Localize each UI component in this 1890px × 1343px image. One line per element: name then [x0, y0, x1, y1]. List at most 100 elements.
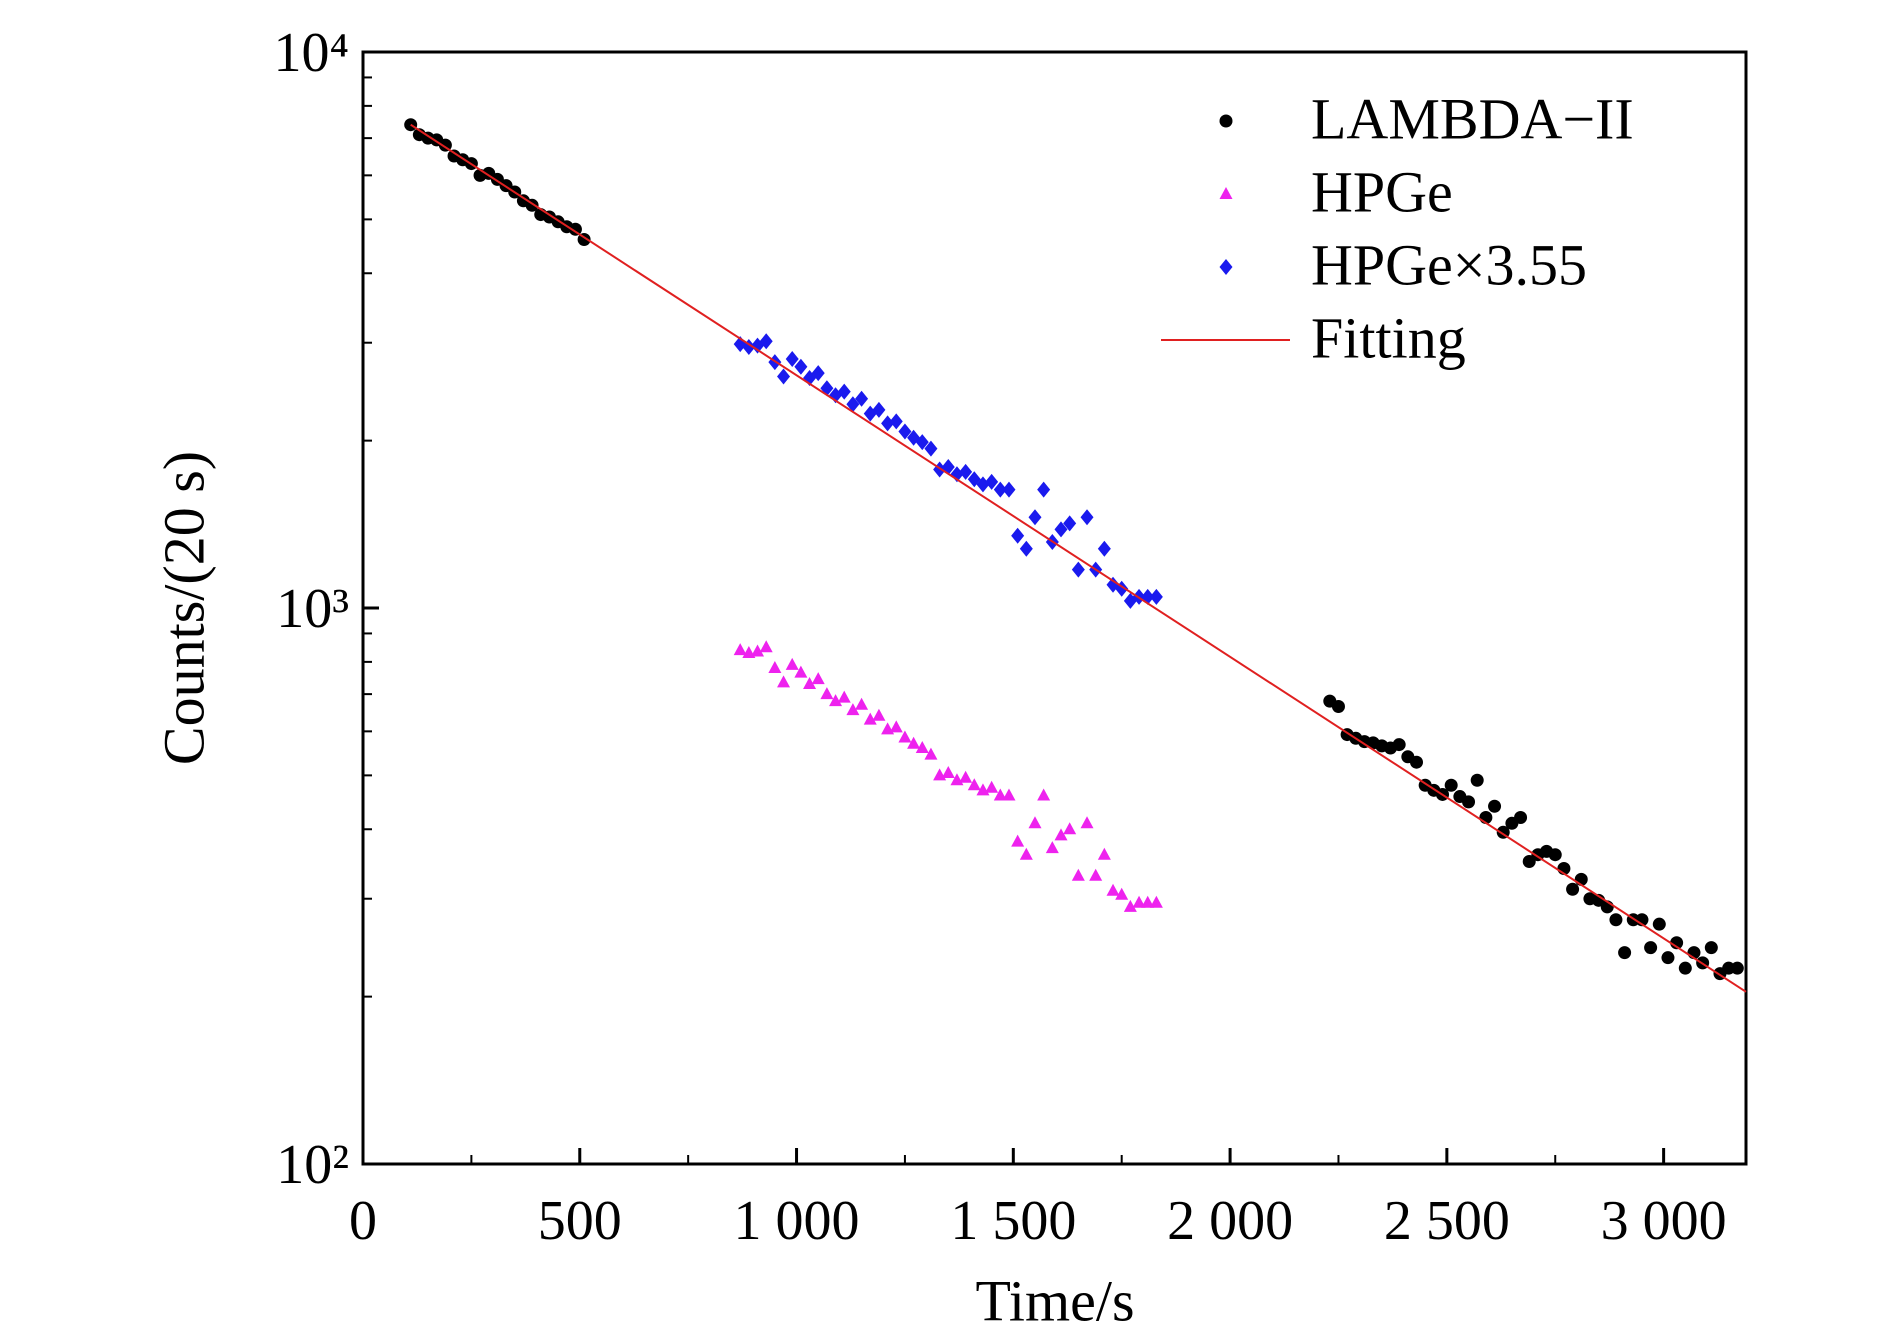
data-point [759, 333, 773, 350]
data-point [1071, 561, 1085, 578]
data-point [1037, 481, 1051, 498]
y-tick-label: 10⁴ [273, 22, 349, 84]
data-point [1011, 834, 1025, 847]
data-point [777, 368, 791, 385]
data-point [907, 736, 921, 749]
data-point [1080, 509, 1094, 526]
data-point [1115, 887, 1129, 900]
data-point [1618, 946, 1632, 960]
legend-label: Fitting [1311, 305, 1466, 370]
x-tick-label: 2 500 [1384, 1190, 1510, 1252]
x-tick-label: 1 500 [950, 1190, 1076, 1252]
data-point [794, 665, 808, 678]
data-point [1063, 515, 1077, 532]
data-point [1149, 588, 1163, 605]
data-point [829, 694, 843, 707]
data-point [959, 770, 973, 783]
data-point [1106, 883, 1120, 896]
data-point [1028, 509, 1042, 526]
x-tick-label: 2 000 [1167, 1190, 1293, 1252]
x-axis-title: Time/s [975, 1268, 1134, 1333]
legend-label: LAMBDA−II [1311, 86, 1634, 151]
data-point [1063, 822, 1077, 835]
data-point [1566, 882, 1580, 896]
data-point [811, 672, 825, 685]
data-point [1609, 913, 1623, 927]
data-point [568, 222, 582, 236]
data-point [993, 788, 1007, 801]
legend-marker [1219, 259, 1233, 275]
data-point [1410, 755, 1424, 769]
data-point [915, 741, 929, 754]
data-point [898, 730, 912, 743]
data-point [1097, 540, 1111, 557]
data-point [803, 676, 817, 689]
data-point [1054, 521, 1068, 538]
data-point [863, 712, 877, 725]
data-point [1661, 951, 1675, 965]
y-tick-label: 10² [276, 1134, 349, 1196]
y-tick-label: 10³ [276, 578, 349, 640]
data-point [1488, 799, 1502, 813]
data-point [837, 690, 851, 703]
data-point [1037, 788, 1051, 801]
legend-marker [1219, 114, 1233, 128]
x-tick-label: 500 [538, 1190, 622, 1252]
data-point [1141, 895, 1155, 908]
data-point [1089, 868, 1103, 881]
data-point [889, 720, 903, 733]
data-point [967, 778, 981, 791]
data-point [872, 708, 886, 721]
data-point [1548, 848, 1562, 862]
data-point [855, 697, 869, 710]
data-point [881, 415, 895, 432]
legend-label: HPGe [1311, 159, 1453, 224]
data-point [985, 473, 999, 490]
data-point [1678, 961, 1692, 975]
data-point [733, 643, 747, 656]
data-point [1045, 841, 1059, 854]
data-point [1011, 527, 1025, 544]
data-point [1002, 481, 1016, 498]
data-point [1123, 899, 1137, 912]
legend-label: HPGe×3.55 [1311, 232, 1587, 297]
data-point [1444, 778, 1458, 792]
data-point [777, 675, 791, 688]
data-point [1028, 816, 1042, 829]
data-point [1097, 847, 1111, 860]
data-point [1132, 895, 1146, 908]
data-point [404, 118, 418, 132]
data-point [1019, 540, 1033, 557]
data-point [785, 657, 799, 670]
data-point [794, 358, 808, 375]
data-point [811, 365, 825, 382]
data-point [846, 396, 860, 413]
data-point [985, 780, 999, 793]
data-point [1071, 868, 1085, 881]
legend-marker [1219, 187, 1233, 199]
fit-line [410, 123, 1747, 993]
data-point [1730, 961, 1744, 975]
data-point [941, 765, 955, 778]
data-point [889, 413, 903, 430]
data-point [1462, 795, 1476, 809]
data-point [924, 747, 938, 760]
data-point [1470, 773, 1484, 787]
data-point [1019, 847, 1033, 860]
data-point [820, 687, 834, 700]
x-tick-label: 3 000 [1601, 1190, 1727, 1252]
y-axis-title: Counts/(20 s) [151, 451, 216, 765]
data-point [1644, 941, 1658, 955]
data-point [959, 463, 973, 480]
data-point [837, 383, 851, 400]
data-point [855, 390, 869, 407]
data-point [1704, 941, 1718, 955]
data-point [993, 481, 1007, 498]
data-point [1514, 810, 1528, 824]
x-tick-label: 0 [349, 1190, 377, 1252]
x-tick-label: 1 000 [734, 1190, 860, 1252]
data-point [1149, 895, 1163, 908]
data-point [759, 640, 773, 653]
data-point [751, 644, 765, 657]
